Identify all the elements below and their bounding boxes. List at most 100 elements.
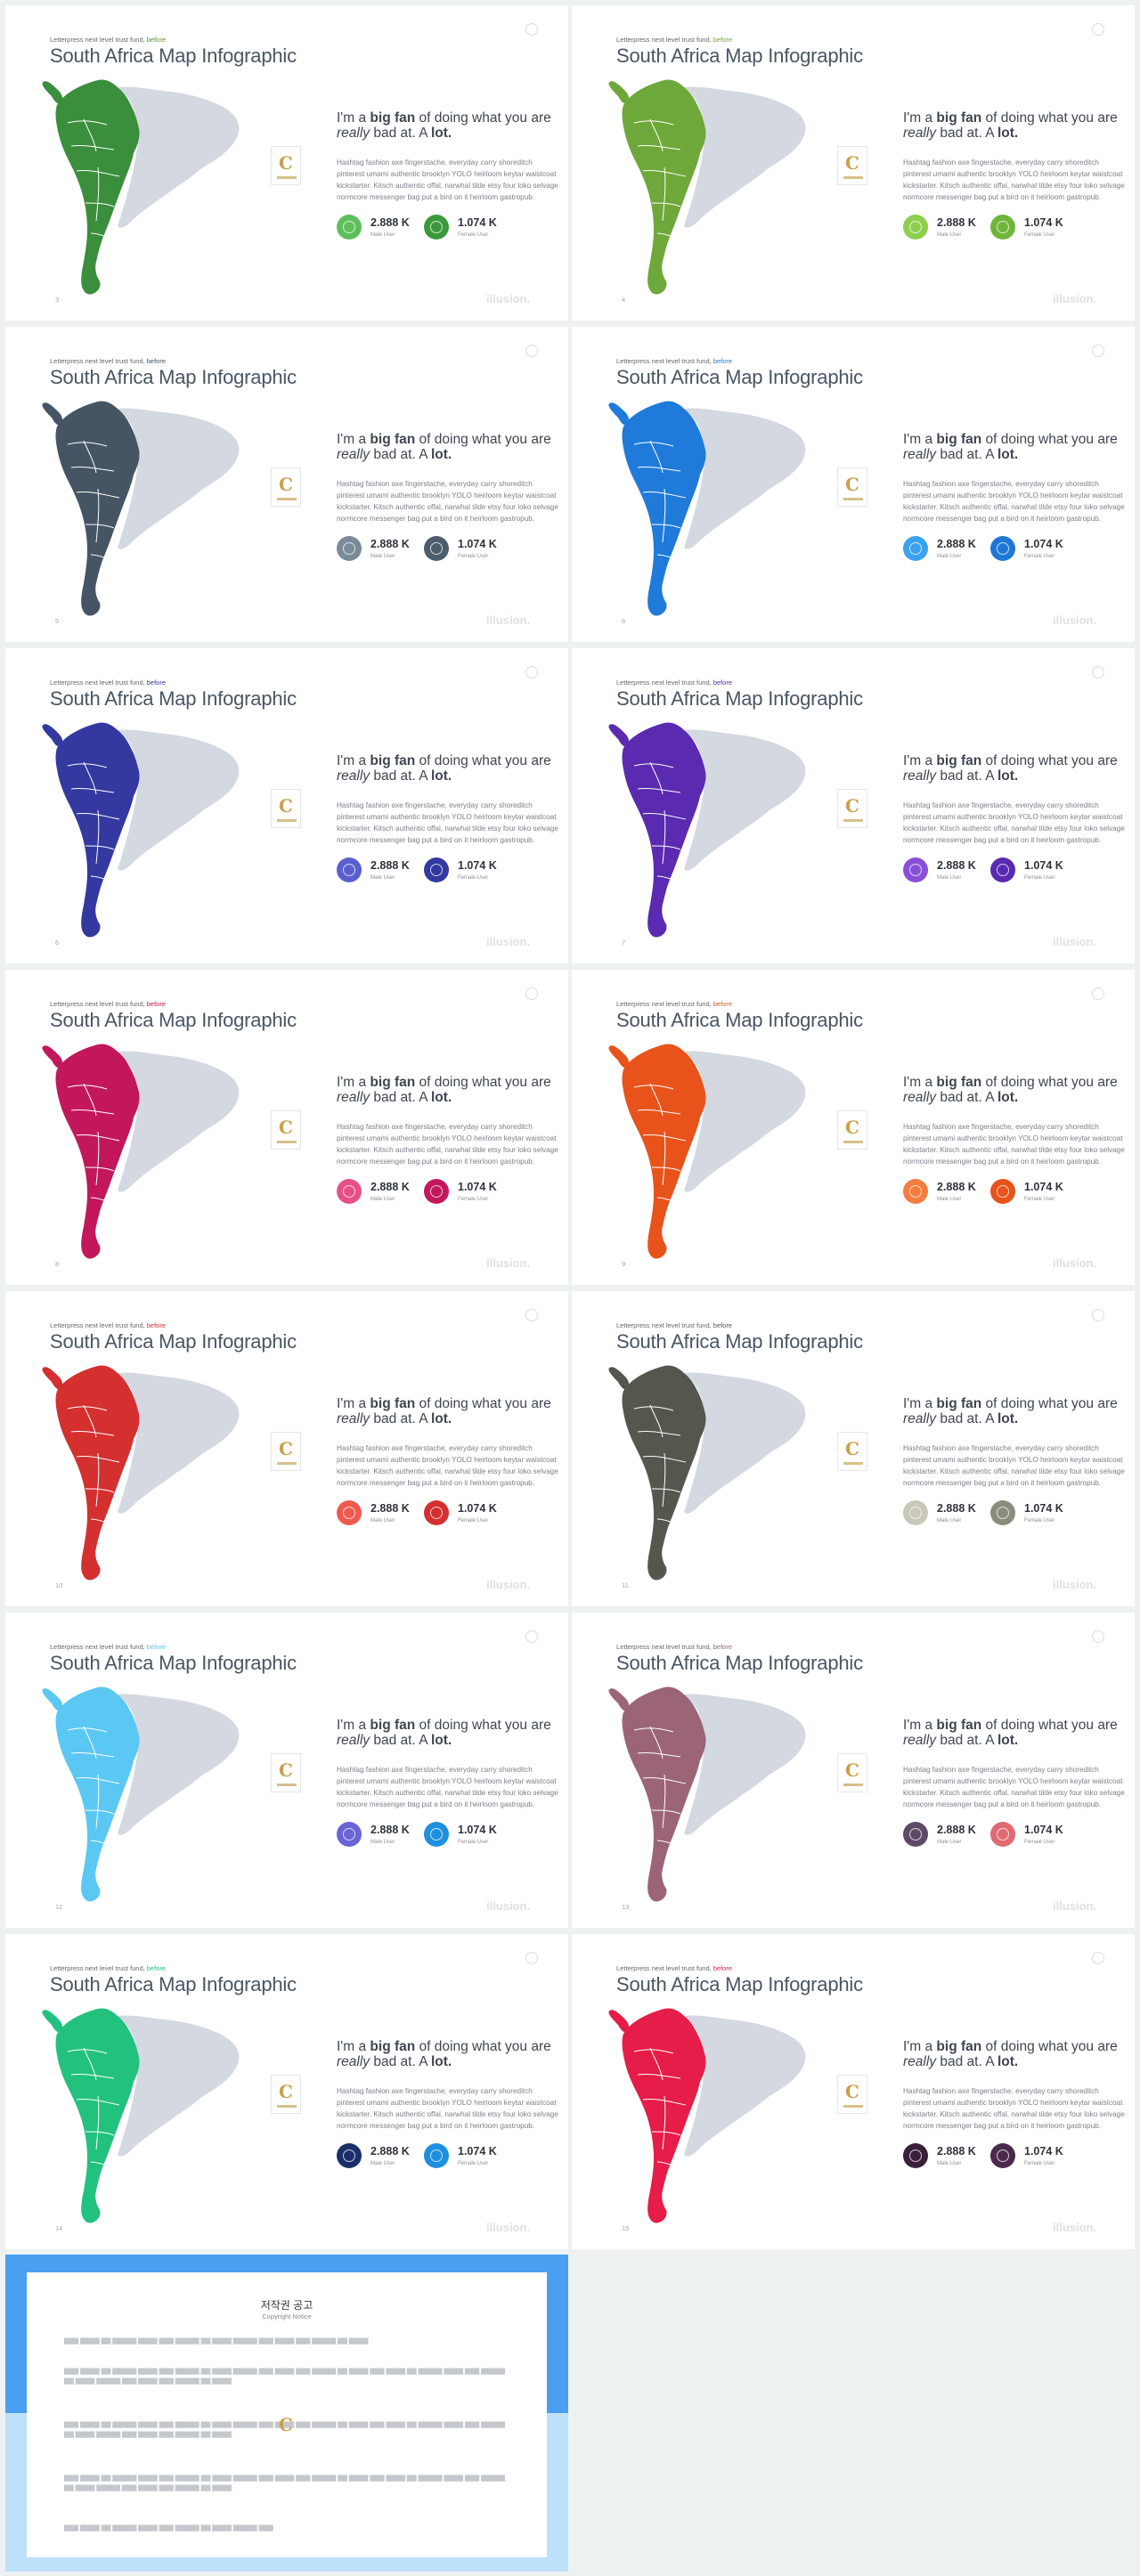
slide-card[interactable]: Letterpress next level trust fund, before… <box>5 1291 568 1606</box>
stat-label: Male User <box>937 1197 962 1202</box>
stat-value: 1.074 K <box>458 216 497 229</box>
map-border-line <box>662 2095 666 2150</box>
map-border-line <box>637 145 681 150</box>
stat-value: 2.888 K <box>937 1824 976 1836</box>
map-border-line <box>85 2131 115 2136</box>
logo-icon: C <box>837 789 867 828</box>
map-border-line <box>651 1809 681 1815</box>
map-border-line <box>642 1777 687 1784</box>
map-border-line <box>662 1774 666 1829</box>
map-region-highlighted <box>55 1686 140 1902</box>
slide-card[interactable]: Letterpress next level trust fund, before… <box>5 1934 568 2249</box>
stat-label: Male User <box>937 554 962 559</box>
stat-value: 1.074 K <box>1024 1824 1063 1836</box>
page-number: 7 <box>622 939 626 947</box>
female-user-icon <box>990 857 1015 882</box>
copyright-paragraph: ▇▇▇ ▇▇▇▇ ▇▇ ▇▇▇▇▇ ▇▇▇▇ ▇▇▇ ▇▇▇▇▇ ▇▇ ▇▇▇▇… <box>64 2475 505 2491</box>
map-border-line <box>85 524 115 529</box>
stat-value: 2.888 K <box>937 1502 976 1515</box>
map-border-line <box>656 1840 674 1845</box>
slide-card[interactable]: Letterpress next level trust fund, before… <box>572 5 1135 321</box>
slide-card[interactable]: Letterpress next level trust fund, before… <box>572 1291 1135 1606</box>
map-region-highlighted <box>622 2008 706 2223</box>
map-region-central-america <box>42 724 63 747</box>
stat-value: 2.888 K <box>937 1181 976 1193</box>
copyright-paragraph: ▇▇▇ ▇▇▇▇ ▇▇ ▇▇▇▇▇ ▇▇▇▇ ▇▇▇ ▇▇▇▇▇ ▇▇ ▇▇▇▇… <box>64 2422 505 2438</box>
headline: I'm a big fan of doing what you are real… <box>337 432 551 462</box>
slide-card[interactable]: Letterpress next level trust fund, before… <box>5 970 568 1285</box>
body-text: Hashtag fashion axe fingerstache, everyd… <box>903 2087 1125 2130</box>
slide-card[interactable]: Letterpress next level trust fund, before… <box>5 648 568 963</box>
body-text: Hashtag fashion axe fingerstache, everyd… <box>903 801 1125 844</box>
corner-circle-icon <box>525 987 538 1000</box>
slide-card[interactable]: Letterpress next level trust fund, before… <box>572 1934 1135 2249</box>
map-region-central-america <box>608 2010 630 2033</box>
brand-watermark: illusion. <box>1053 292 1097 305</box>
map-border-line <box>651 1488 681 1493</box>
female-user-icon <box>424 2143 449 2168</box>
slide-card[interactable]: Letterpress next level trust fund, before… <box>572 970 1135 1285</box>
brand-watermark: illusion. <box>1053 1256 1097 1270</box>
slide-label: Letterpress next level trust fund, before <box>616 1964 733 1972</box>
stat-label: Female User <box>1024 1840 1055 1845</box>
stat-label: Female User <box>458 554 489 559</box>
south-america-map <box>42 1365 240 1581</box>
map-region-central-america <box>42 1688 63 1711</box>
map-border-line <box>656 1518 674 1524</box>
map-border-line <box>649 761 664 795</box>
map-border-line <box>83 1726 97 1759</box>
slide-label: Letterpress next level trust fund, before <box>616 1643 733 1651</box>
copyright-slide[interactable]: 저작권 공고 Copyright Notice ▇▇▇ ▇▇▇▇ ▇▇ ▇▇▇▇… <box>5 2255 568 2572</box>
slide-title: South Africa Map Infographic <box>616 1973 863 1995</box>
map-border-line <box>83 118 97 152</box>
stat-value: 1.074 K <box>1024 1181 1063 1193</box>
south-america-map <box>42 722 240 938</box>
south-america-map <box>608 1686 806 1902</box>
south-america-map <box>608 79 806 295</box>
page-number: 6 <box>55 939 60 947</box>
map-border-line <box>83 440 97 474</box>
map-border-line <box>95 488 100 543</box>
stat-value: 1.074 K <box>458 2145 497 2158</box>
map-border-line <box>83 1404 97 1438</box>
map-border-line <box>83 1083 97 1117</box>
female-user-icon <box>990 215 1015 240</box>
headline: I'm a big fan of doing what you are real… <box>903 1396 1118 1426</box>
slide-label: Letterpress next level trust fund, before <box>616 357 733 365</box>
slide-card[interactable]: Letterpress next level trust fund, before… <box>5 5 568 321</box>
slide-card[interactable]: Letterpress next level trust fund, before… <box>5 327 568 642</box>
page-number: 6 <box>622 617 626 625</box>
male-user-icon <box>903 536 928 561</box>
map-border-line <box>76 492 120 499</box>
body-text: Hashtag fashion axe fingerstache, everyd… <box>903 158 1125 201</box>
slide-card[interactable]: Letterpress next level trust fund, before… <box>572 648 1135 963</box>
stat-value: 1.074 K <box>458 538 497 550</box>
map-border-line <box>70 1752 115 1758</box>
map-border-line <box>95 809 100 865</box>
map-border-line <box>67 442 108 447</box>
page-number: 13 <box>622 1903 630 1911</box>
slide-card[interactable]: Letterpress next level trust fund, before… <box>572 1613 1135 1928</box>
map-border-line <box>649 1726 664 1759</box>
map-region-central-america <box>608 402 630 426</box>
slide-card[interactable]: Letterpress next level trust fund, before… <box>5 1613 568 1928</box>
body-text: Hashtag fashion axe fingerstache, everyd… <box>903 1123 1125 1166</box>
slide-label: Letterpress next level trust fund, before <box>50 1321 167 1329</box>
female-user-icon <box>424 536 449 561</box>
slide-label: Letterpress next level trust fund, before <box>616 1321 733 1329</box>
stat-value: 2.888 K <box>937 538 976 550</box>
corner-circle-icon <box>1092 1309 1104 1321</box>
slide-label: Letterpress next level trust fund, before <box>50 1964 167 1972</box>
female-user-icon <box>424 215 449 240</box>
stat-label: Female User <box>458 232 489 238</box>
logo-icon: C <box>837 1753 867 1792</box>
slide-title: South Africa Map Infographic <box>50 45 297 67</box>
corner-circle-icon <box>1092 23 1104 36</box>
male-user-icon <box>337 1822 362 1847</box>
slide-title: South Africa Map Infographic <box>616 1330 863 1353</box>
copyright-subtitle: Copyright Notice <box>262 2312 312 2320</box>
slide-card[interactable]: Letterpress next level trust fund, before… <box>572 327 1135 642</box>
stat-label: Female User <box>1024 1197 1055 1202</box>
map-border-line <box>70 788 115 793</box>
